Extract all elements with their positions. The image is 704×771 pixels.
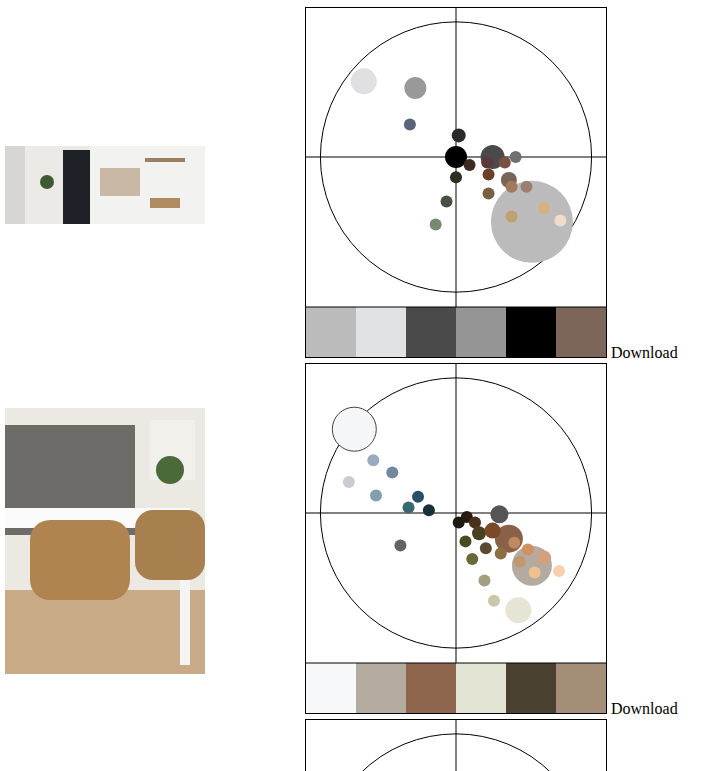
color-point	[370, 489, 382, 501]
color-point	[510, 151, 522, 163]
color-point	[332, 407, 376, 451]
download-link[interactable]: Download	[611, 344, 678, 361]
color-point	[450, 171, 462, 183]
palette-swatch	[406, 663, 456, 713]
color-point	[386, 466, 398, 478]
color-point	[466, 553, 478, 565]
photo-wall	[5, 146, 25, 224]
color-point	[459, 535, 471, 547]
color-point	[367, 454, 379, 466]
download-link[interactable]: Download	[611, 700, 678, 717]
color-point	[529, 566, 541, 578]
color-point	[514, 556, 526, 568]
color-point	[506, 181, 518, 193]
color-point	[483, 187, 495, 199]
frame	[306, 364, 607, 714]
palette-swatch	[556, 663, 606, 713]
page: Download Download	[0, 0, 704, 771]
color-point	[452, 128, 466, 142]
palette-swatch	[506, 307, 556, 357]
color-point	[394, 539, 406, 551]
color-point	[343, 476, 355, 488]
photo	[5, 408, 205, 674]
color-point	[490, 505, 508, 523]
points	[332, 407, 565, 623]
color-point	[404, 77, 426, 99]
palette-border	[306, 663, 607, 664]
color-point	[508, 537, 520, 549]
color-point	[441, 196, 453, 208]
chart-block: Download	[5, 7, 678, 361]
axis-y	[456, 719, 457, 771]
chart-block: Download	[5, 363, 678, 717]
palette-swatch	[306, 307, 356, 357]
color-point	[464, 159, 476, 171]
photo-shelf	[145, 158, 185, 162]
photo	[5, 146, 205, 224]
color-point	[480, 542, 492, 554]
color-point	[506, 210, 518, 222]
points	[351, 68, 573, 263]
palette-swatch	[456, 663, 506, 713]
photo-plant	[40, 175, 54, 189]
color-point	[537, 551, 551, 565]
color-point	[481, 156, 493, 168]
color-point	[430, 219, 442, 231]
chart-block	[306, 719, 607, 771]
palette-swatch	[506, 663, 556, 713]
palette-swatch	[556, 307, 606, 357]
photo-clothes	[100, 168, 140, 196]
photo-chair	[30, 520, 130, 600]
photo-chair	[135, 510, 205, 580]
photo-wall	[90, 146, 205, 224]
color-point	[404, 119, 416, 131]
color-point	[478, 575, 490, 587]
palette-swatch	[456, 307, 506, 357]
color-point	[522, 543, 534, 555]
photo-door	[63, 150, 91, 224]
color-point	[553, 565, 565, 577]
color-point	[554, 215, 566, 227]
color-point	[505, 597, 531, 623]
axis-y	[456, 363, 457, 663]
color-point	[538, 202, 550, 214]
photo-plant	[156, 456, 184, 484]
palette-swatch	[356, 307, 406, 357]
photo-basket	[150, 198, 180, 208]
color-point	[423, 504, 435, 516]
palette-swatch	[406, 307, 456, 357]
color-point	[521, 181, 533, 193]
color-point	[453, 516, 465, 528]
color-point	[499, 156, 511, 168]
color-point	[495, 548, 507, 560]
color-point	[483, 169, 495, 181]
palette-swatch	[306, 663, 356, 713]
color-point	[491, 181, 573, 263]
color-point	[403, 502, 415, 514]
color-point	[412, 491, 424, 503]
color-point	[485, 523, 501, 539]
color-point	[488, 595, 500, 607]
color-point	[351, 68, 377, 94]
palette-swatch	[356, 663, 406, 713]
photo-rug	[5, 590, 205, 674]
frame	[306, 720, 607, 771]
palette-border	[306, 307, 607, 308]
color-point	[472, 526, 486, 540]
frame	[306, 8, 607, 358]
